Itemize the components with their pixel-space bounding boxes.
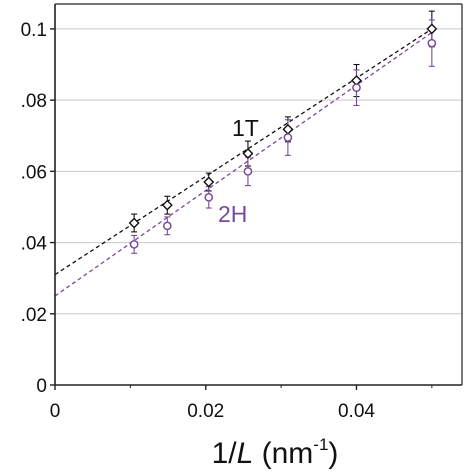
- axes: [54, 3, 463, 386]
- x-tick-label-0: 0: [50, 401, 61, 422]
- fit-line-1t: [54, 27, 434, 276]
- x-tick-label-1: 0.02: [187, 401, 224, 422]
- point-2h-2: [204, 192, 214, 202]
- point-2h-1: [162, 221, 172, 231]
- point-2h-5: [352, 83, 361, 93]
- tick-marks: [50, 28, 433, 390]
- x-axis-label-prefix: 1/: [212, 437, 238, 470]
- fit-line-2h: [54, 30, 434, 297]
- y-tick-label-3: .06: [21, 162, 47, 183]
- point-2h-6: [427, 38, 437, 48]
- series-label-1t: 1T: [232, 115, 259, 141]
- y-tick-label-2: .04: [21, 234, 48, 255]
- point-1t-6: [426, 23, 438, 35]
- point-2h-0: [129, 240, 139, 249]
- y-tick-label-5: 0.1: [21, 20, 47, 41]
- series-label-2h: 2H: [218, 201, 247, 227]
- y-tick-label-4: .08: [21, 91, 47, 112]
- x-tick-label-2: 0.04: [338, 401, 375, 422]
- error-bars: [131, 10, 435, 254]
- point-1t-1: [161, 199, 173, 211]
- data-points: [128, 23, 438, 249]
- point-1t-2: [203, 176, 215, 188]
- x-axis-label-unit-exp: -1: [313, 435, 328, 454]
- point-2h-4: [283, 133, 293, 142]
- x-axis-label-variable: L: [237, 437, 254, 470]
- y-tick-label-1: .02: [21, 305, 47, 326]
- x-axis-label-unit-open: (nm: [253, 437, 313, 470]
- point-1t-3: [242, 148, 254, 160]
- fit-lines: [54, 27, 434, 297]
- point-1t-0: [128, 217, 140, 229]
- tick-labels: 0.02.04.06.080.10 0.02 0.04: [21, 20, 376, 422]
- y-tick-label-0: 0: [36, 376, 47, 397]
- gridlines: [55, 28, 462, 315]
- x-axis-label-unit-close: ): [328, 437, 338, 470]
- point-2h-3: [243, 167, 253, 176]
- x-axis-label: 1/L (nm-1): [212, 435, 339, 470]
- point-1t-4: [282, 123, 294, 135]
